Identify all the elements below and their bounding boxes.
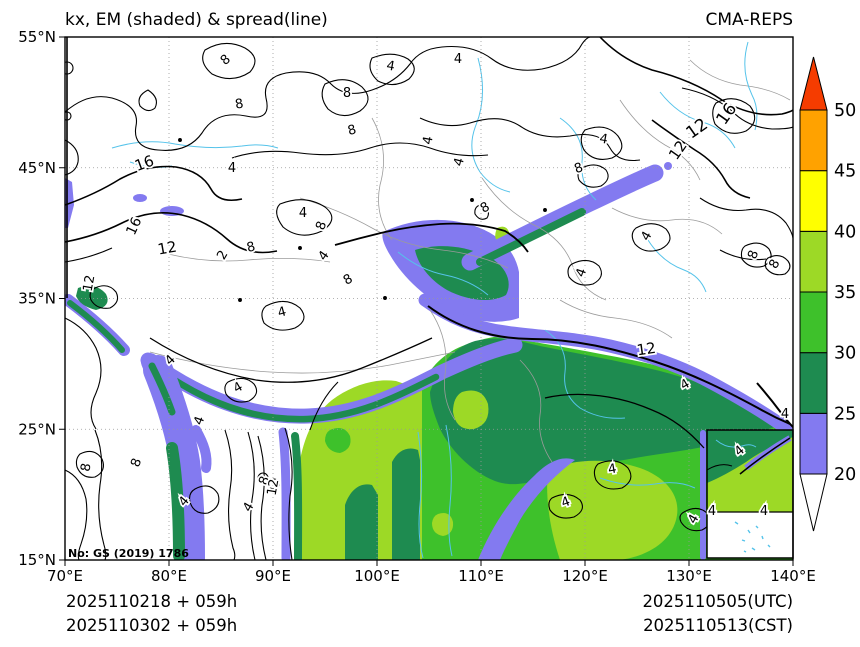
contour-label: 4 bbox=[708, 504, 716, 519]
contour-label: 8 bbox=[343, 86, 351, 101]
y-tick-label: 35°N bbox=[18, 290, 56, 308]
x-tick-label: 90°E bbox=[255, 567, 291, 585]
colorbar-segment bbox=[799, 109, 828, 172]
y-tick-label: 25°N bbox=[18, 420, 56, 438]
doc-number-watermark: No: GS (2019) 1786 bbox=[68, 547, 189, 560]
y-tick-label: 55°N bbox=[18, 28, 56, 46]
colorbar-extend-high bbox=[799, 56, 828, 111]
x-tick-label: 70°E bbox=[47, 567, 83, 585]
init-time-line1: 2025110218 + 059h bbox=[66, 592, 237, 611]
model-name: CMA-REPS bbox=[705, 10, 793, 30]
init-time-line2: 2025110302 + 059h bbox=[66, 616, 237, 635]
x-tick-label: 100°E bbox=[354, 567, 400, 585]
valid-time-utc: 2025110505(UTC) bbox=[642, 592, 793, 611]
colorbar-tick-label: 25 bbox=[834, 404, 856, 424]
colorbar-segment bbox=[799, 230, 828, 293]
colorbar-tick-label: 45 bbox=[834, 162, 856, 182]
colorbar-segment bbox=[799, 291, 828, 354]
admin-borders-layer bbox=[149, 59, 791, 463]
contour-label: 12 bbox=[265, 478, 283, 497]
contour-label: 4 bbox=[228, 161, 236, 176]
colorbar-segment bbox=[799, 412, 828, 475]
colorbar: 20 25 30 35 40 45 50 bbox=[799, 56, 856, 532]
figure-title: kx, EM (shaded) & spread(line) bbox=[65, 10, 328, 30]
colorbar-tick-label: 20 bbox=[834, 465, 856, 485]
x-tick-label: 140°E bbox=[770, 567, 816, 585]
colorbar-tick-label: 40 bbox=[834, 222, 856, 242]
colorbar-extend-low bbox=[799, 473, 828, 532]
x-tick-label: 120°E bbox=[562, 567, 608, 585]
colorbar-tick-label: 35 bbox=[834, 283, 856, 303]
rivers-layer bbox=[111, 41, 758, 559]
colorbar-tick-label: 50 bbox=[834, 101, 856, 121]
x-tick-label: 80°E bbox=[151, 567, 187, 585]
island-speckles bbox=[734, 521, 771, 553]
graticule-layer bbox=[65, 37, 793, 560]
contour-label: 4 bbox=[454, 52, 462, 67]
y-tick-label: 15°N bbox=[18, 551, 56, 569]
y-tick-label: 45°N bbox=[18, 159, 56, 177]
contour-label: 12 bbox=[636, 339, 657, 359]
x-tick-label: 110°E bbox=[458, 567, 504, 585]
colorbar-tick-label: 30 bbox=[834, 344, 856, 364]
spread-contours-layer bbox=[65, 37, 793, 560]
contour-label: 4 bbox=[781, 407, 789, 422]
contour-label: 12 bbox=[81, 274, 99, 293]
valid-time-cst: 2025110513(CST) bbox=[643, 616, 793, 635]
colorbar-segment bbox=[799, 170, 828, 232]
x-tick-label: 130°E bbox=[666, 567, 712, 585]
colorbar-segment bbox=[799, 352, 828, 414]
axis-ticks: 70°E 80°E 90°E 100°E 110°E 120°E 130°E 140°E 55°… bbox=[18, 28, 816, 585]
south-china-sea-inset bbox=[706, 429, 794, 559]
contour-label: 4 bbox=[299, 206, 307, 221]
contour-label: 12 bbox=[156, 238, 178, 259]
contour-label: 4 bbox=[760, 504, 768, 519]
